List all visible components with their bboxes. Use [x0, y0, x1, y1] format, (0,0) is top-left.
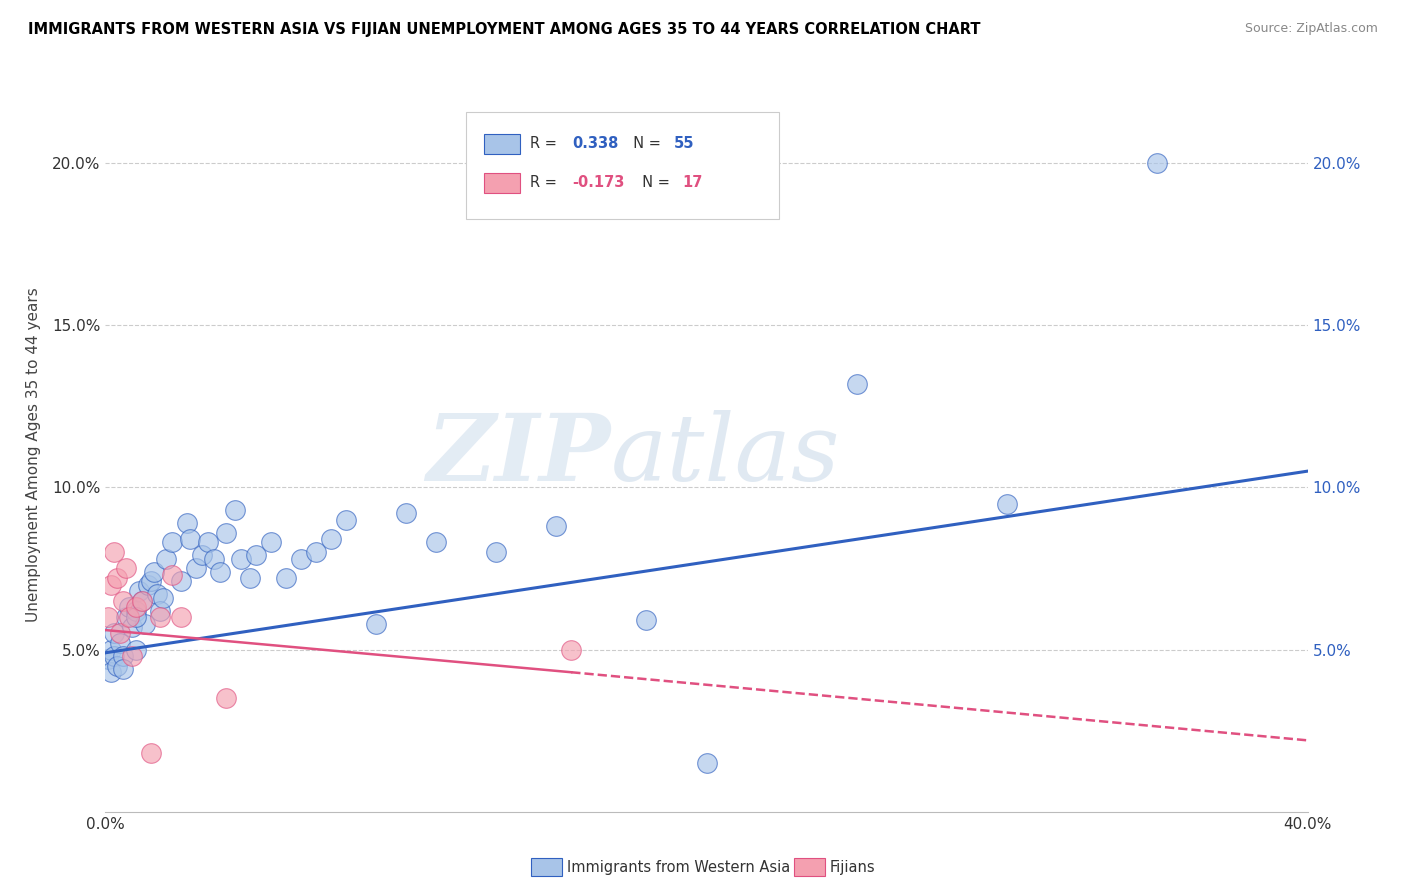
Point [112, 648, 135, 663]
Point [176, 516, 198, 530]
Point [845, 376, 868, 391]
Text: ZIP: ZIP [426, 410, 610, 500]
Point [155, 551, 177, 566]
Point [190, 549, 212, 563]
Text: IMMIGRANTS FROM WESTERN ASIA VS FIJIAN UNEMPLOYMENT AMONG AGES 35 TO 44 YEARS CO: IMMIGRANTS FROM WESTERN ASIA VS FIJIAN U… [28, 22, 980, 37]
Point [124, 642, 146, 657]
Text: Source: ZipAtlas.com: Source: ZipAtlas.com [1244, 22, 1378, 36]
Point [260, 535, 283, 549]
Point [128, 584, 150, 599]
Point [148, 604, 170, 618]
Point [107, 571, 129, 585]
Point [131, 594, 153, 608]
Point [118, 600, 141, 615]
Text: 55: 55 [673, 136, 695, 151]
Text: atlas: atlas [610, 410, 839, 500]
Text: N =: N = [633, 175, 675, 190]
Point [224, 503, 246, 517]
Point [184, 561, 207, 575]
Point [100, 642, 122, 657]
Point [696, 756, 718, 770]
Text: 0.338: 0.338 [572, 136, 619, 151]
Point [115, 610, 138, 624]
Point [145, 587, 167, 601]
Point [395, 506, 418, 520]
Point [290, 551, 312, 566]
Point [103, 626, 125, 640]
Point [115, 561, 138, 575]
Point [202, 551, 225, 566]
Point [131, 594, 153, 608]
FancyBboxPatch shape [484, 134, 520, 153]
Point [134, 616, 156, 631]
Point [319, 533, 342, 547]
Point [152, 591, 174, 605]
Point [112, 594, 135, 608]
Y-axis label: Unemployment Among Ages 35 to 44 years: Unemployment Among Ages 35 to 44 years [27, 287, 41, 623]
Point [995, 497, 1018, 511]
FancyBboxPatch shape [484, 173, 520, 193]
Point [100, 577, 122, 591]
Point [169, 574, 191, 589]
Point [169, 610, 191, 624]
Point [560, 642, 582, 657]
Point [148, 610, 170, 624]
Text: Immigrants from Western Asia: Immigrants from Western Asia [567, 860, 790, 874]
Point [121, 648, 143, 663]
Point [239, 571, 262, 585]
Point [214, 691, 236, 706]
Point [136, 577, 159, 591]
Point [160, 535, 183, 549]
Text: N =: N = [624, 136, 665, 151]
Point [335, 513, 357, 527]
Point [103, 545, 125, 559]
Point [425, 535, 447, 549]
Point [245, 549, 267, 563]
Point [139, 574, 162, 589]
Text: Fijians: Fijians [830, 860, 875, 874]
Point [97, 652, 120, 666]
Point [197, 535, 219, 549]
Point [112, 662, 135, 676]
Point [214, 525, 236, 540]
Point [110, 636, 132, 650]
Point [142, 565, 165, 579]
Point [305, 545, 328, 559]
Point [179, 533, 201, 547]
Point [274, 571, 297, 585]
FancyBboxPatch shape [465, 112, 779, 219]
Point [121, 620, 143, 634]
Text: R =: R = [530, 136, 561, 151]
Point [229, 551, 252, 566]
Text: -0.173: -0.173 [572, 175, 624, 190]
Point [107, 658, 129, 673]
Point [124, 604, 146, 618]
Point [208, 565, 231, 579]
Text: R =: R = [530, 175, 561, 190]
Point [636, 613, 658, 627]
Point [97, 610, 120, 624]
Point [364, 616, 387, 631]
Point [124, 610, 146, 624]
Point [100, 665, 122, 680]
Point [485, 545, 508, 559]
Point [160, 568, 183, 582]
Point [110, 626, 132, 640]
Point [546, 519, 568, 533]
Point [139, 747, 162, 761]
Text: 17: 17 [682, 175, 703, 190]
Point [118, 610, 141, 624]
Point [124, 600, 146, 615]
Point [1146, 156, 1168, 170]
Point [103, 648, 125, 663]
